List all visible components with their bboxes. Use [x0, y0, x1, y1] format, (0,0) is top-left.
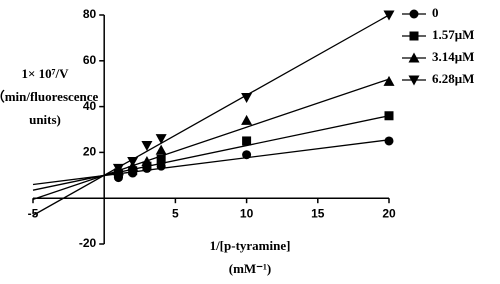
- trend-line: [32, 14, 390, 216]
- legend-label: 3.14μM: [432, 49, 474, 64]
- trend-line: [32, 115, 390, 191]
- y-tick-label: 80: [83, 7, 97, 21]
- y-axis-label: 1× 10⁷/V: [21, 66, 69, 81]
- y-tick-label: 40: [83, 99, 97, 113]
- point: [155, 144, 167, 155]
- point: [156, 154, 166, 164]
- x-axis-unit: (mM⁻¹): [229, 261, 272, 276]
- point: [142, 161, 152, 171]
- point: [384, 136, 394, 146]
- x-axis-label: 1/[p-tyramine]: [210, 238, 291, 253]
- x-tick-label: -5: [28, 206, 39, 220]
- point: [127, 157, 139, 168]
- y-axis-label: （min/fluorescence: [0, 89, 99, 104]
- x-tick-label: 10: [240, 206, 254, 220]
- x-tick-label: 15: [311, 206, 325, 220]
- point: [128, 166, 138, 176]
- point: [383, 75, 395, 86]
- trend-line: [32, 139, 390, 186]
- point: [242, 150, 252, 160]
- legend-label: 6.28μM: [432, 71, 474, 86]
- point: [241, 92, 253, 103]
- x-tick-label: 20: [382, 206, 396, 220]
- point: [141, 141, 153, 152]
- point: [384, 111, 394, 121]
- y-tick-label: 60: [83, 53, 97, 67]
- trend-line: [32, 78, 390, 200]
- y-tick-label: 20: [83, 145, 97, 159]
- point: [383, 10, 395, 21]
- y-tick-label: -20: [79, 236, 97, 250]
- point: [112, 163, 124, 174]
- legend-label: 1.57μM: [432, 27, 474, 42]
- point: [242, 136, 252, 146]
- point: [155, 134, 167, 145]
- point: [141, 156, 153, 167]
- legend-label: 0: [432, 5, 439, 20]
- y-axis-label: units): [29, 112, 61, 127]
- point: [241, 114, 253, 125]
- x-tick-label: 5: [172, 206, 179, 220]
